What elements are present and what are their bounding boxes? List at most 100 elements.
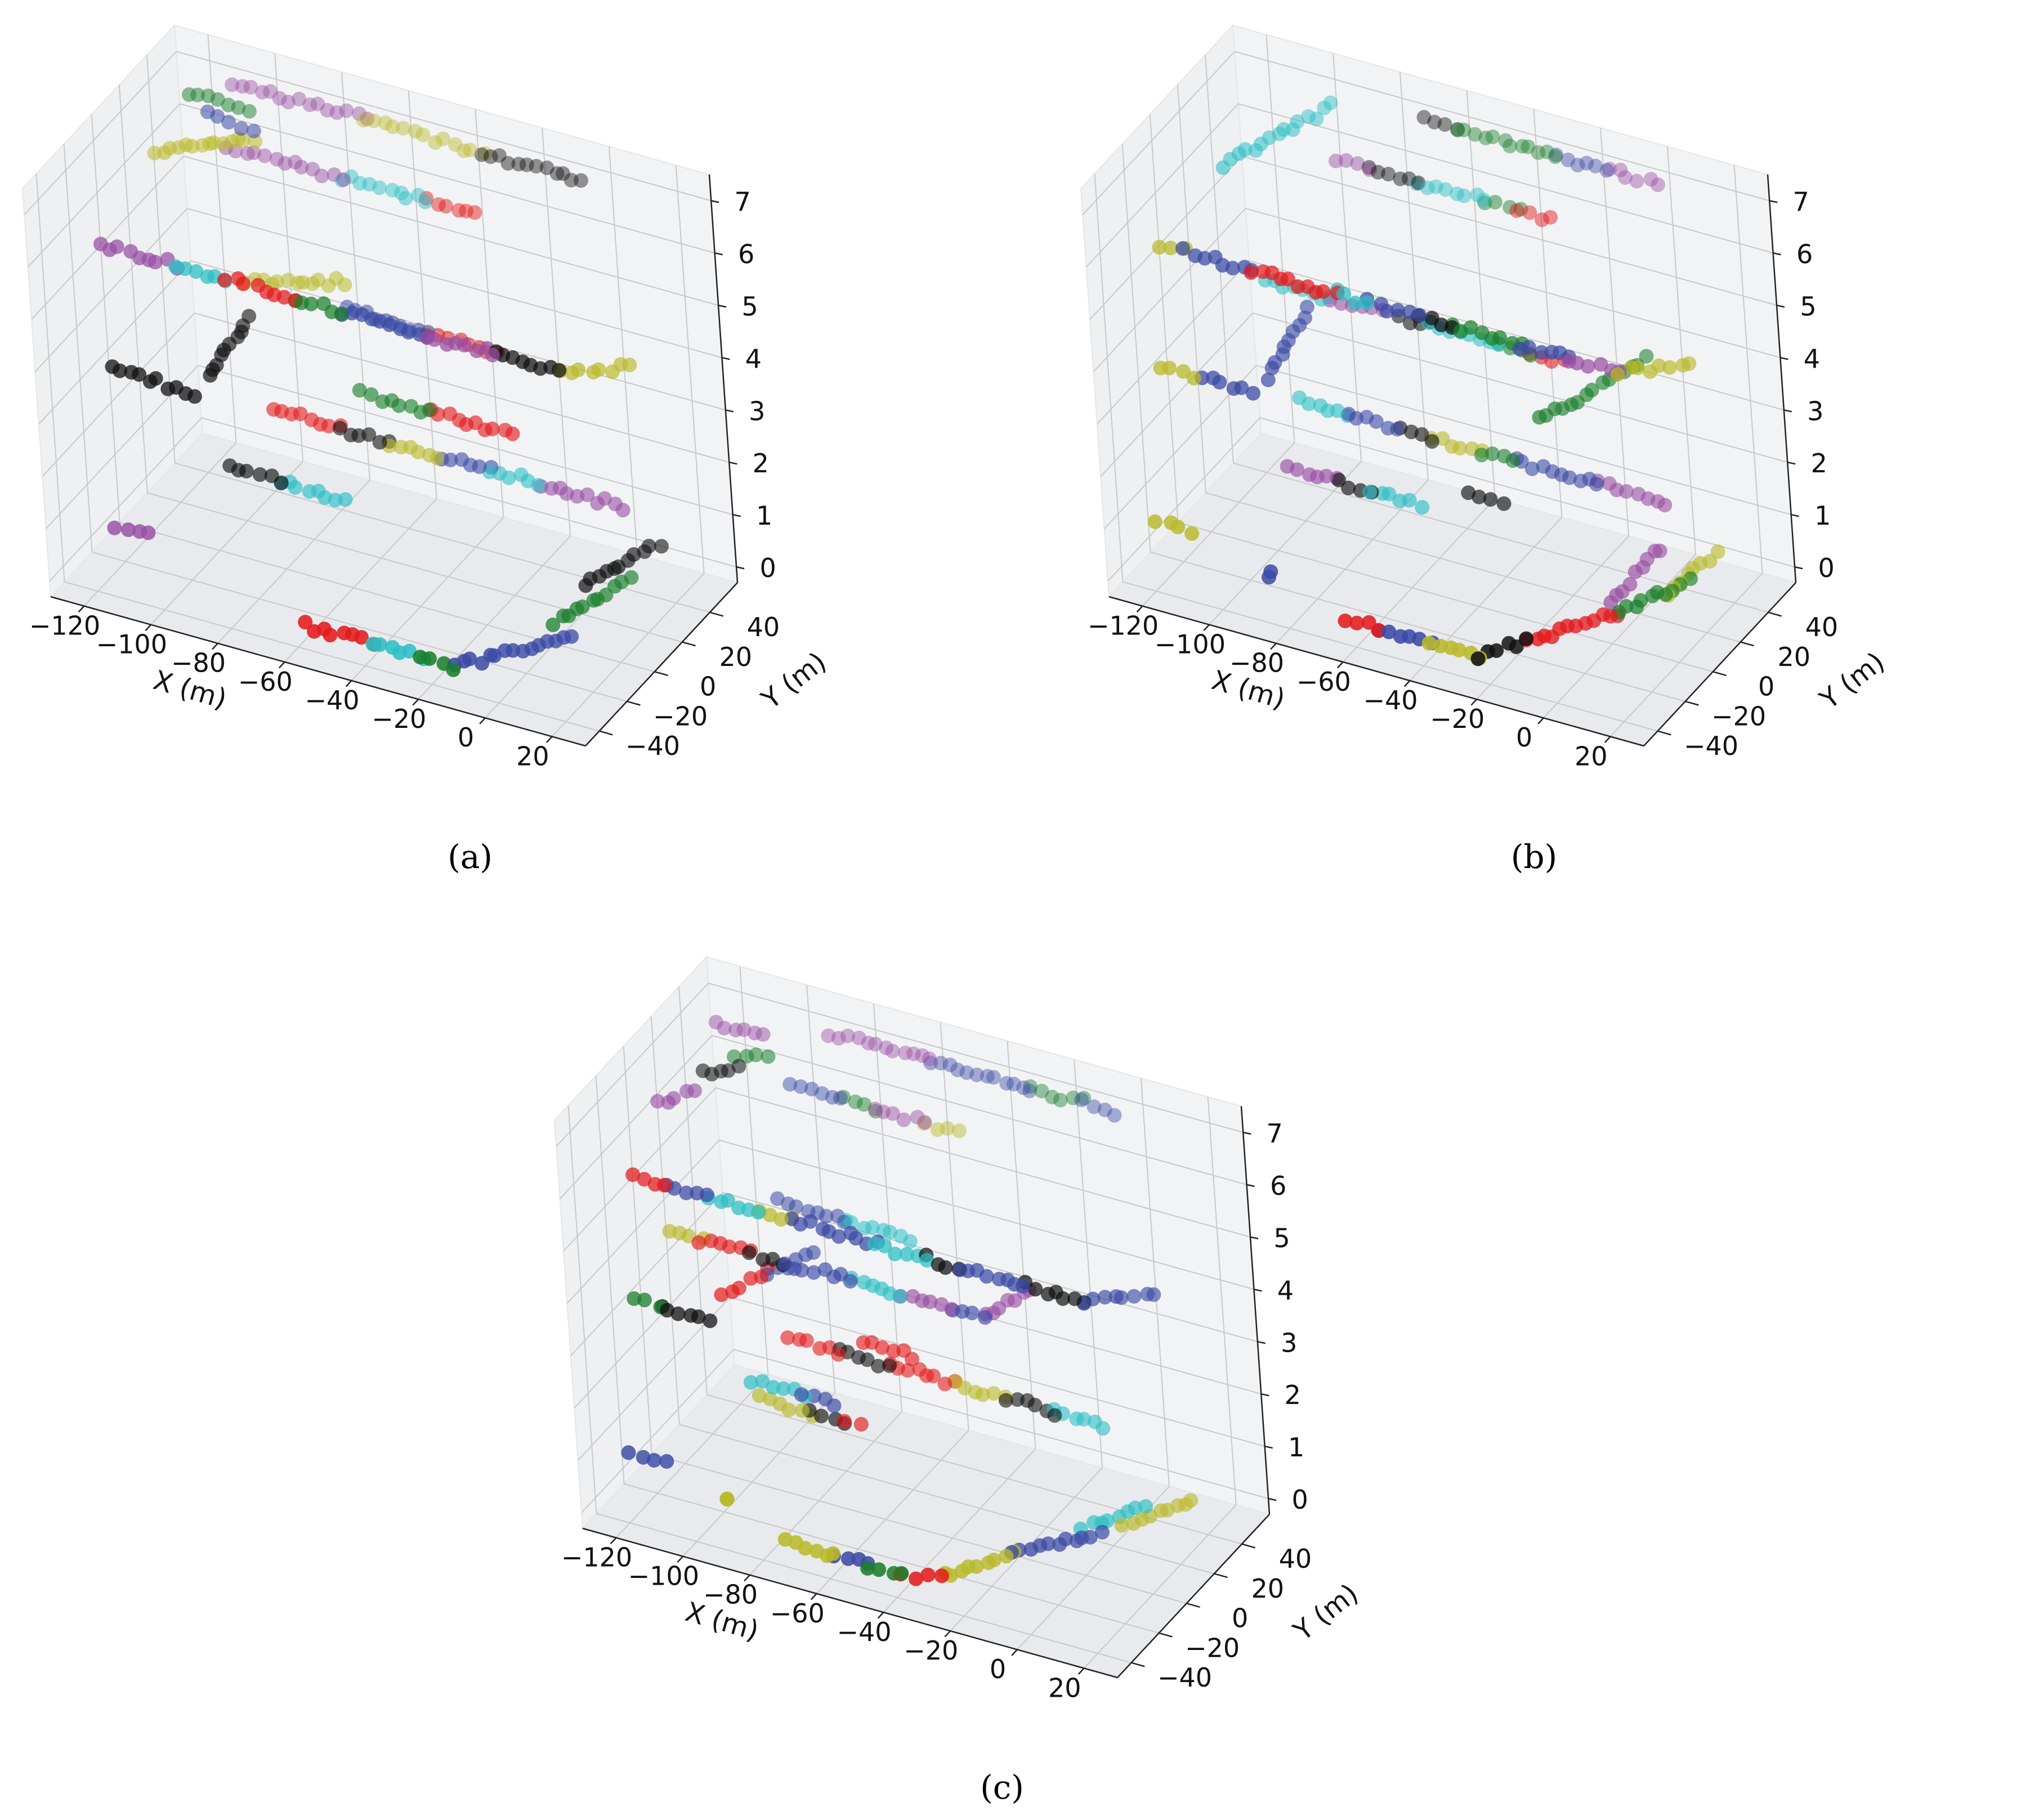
grid-line-z bbox=[187, 208, 722, 359]
data-point-cyan bbox=[1348, 296, 1363, 311]
data-point-purple bbox=[821, 1028, 836, 1043]
grid-line-x bbox=[816, 1430, 969, 1594]
data-point-green bbox=[1639, 348, 1654, 364]
data-point-black bbox=[574, 173, 588, 188]
x-tick-mark bbox=[1011, 1649, 1018, 1656]
data-point-purple bbox=[915, 1048, 930, 1063]
z-tick-label: 7 bbox=[735, 187, 751, 217]
grid-line-z bbox=[1253, 312, 1788, 463]
panel-label-b: (b) bbox=[1511, 838, 1557, 876]
x-tick-mark bbox=[345, 680, 352, 687]
data-point-black bbox=[1472, 489, 1487, 504]
data-point-black bbox=[556, 166, 570, 181]
panel-label-a: (a) bbox=[448, 838, 493, 876]
grid-line-y bbox=[596, 1513, 1132, 1664]
data-point-purple bbox=[147, 254, 163, 270]
grid-line-z bbox=[183, 155, 719, 306]
data-point-yellow bbox=[356, 113, 371, 128]
data-point-red bbox=[459, 417, 474, 432]
data-point-purple bbox=[305, 162, 320, 177]
x-tick-label: −20 bbox=[1430, 704, 1485, 734]
z-tick-label: 1 bbox=[1814, 500, 1831, 531]
y-tick-mark bbox=[1131, 1662, 1145, 1667]
data-point-purple bbox=[831, 1031, 846, 1046]
data-point-red bbox=[451, 203, 467, 218]
x-tick-label: −60 bbox=[1296, 667, 1351, 697]
data-point-green bbox=[860, 1560, 875, 1576]
data-point-black bbox=[1040, 1286, 1056, 1302]
data-point-yellow bbox=[378, 115, 393, 131]
data-point-blue bbox=[1069, 1533, 1084, 1549]
data-point-black bbox=[148, 371, 163, 386]
data-point-black bbox=[361, 427, 377, 442]
data-point-blue bbox=[1524, 461, 1540, 476]
data-point-yellow bbox=[269, 274, 284, 289]
data-point-green bbox=[1456, 122, 1472, 137]
data-point-yellow bbox=[954, 1564, 969, 1578]
data-point-blue bbox=[1369, 414, 1384, 429]
data-point-yellow bbox=[820, 1548, 834, 1563]
data-point-black bbox=[1416, 110, 1432, 125]
data-point-blue bbox=[472, 459, 487, 474]
data-point-blue bbox=[1262, 570, 1276, 585]
data-point-green bbox=[1505, 453, 1521, 468]
data-point-blue bbox=[1264, 360, 1280, 375]
data-point-cyan bbox=[398, 191, 413, 206]
grid-line-x bbox=[418, 535, 571, 700]
data-point-purple bbox=[288, 154, 303, 169]
data-point-red bbox=[637, 1171, 652, 1187]
data-point-purple bbox=[469, 343, 484, 359]
data-point-black bbox=[203, 368, 218, 383]
data-point-blue bbox=[794, 1263, 810, 1278]
y-tick-mark bbox=[1768, 611, 1782, 617]
z-tick-label: 4 bbox=[745, 343, 762, 374]
data-point-purple bbox=[840, 1028, 855, 1044]
grid-line-z bbox=[24, 51, 177, 216]
data-point-purple bbox=[278, 156, 293, 171]
data-point-black bbox=[1010, 1392, 1025, 1407]
data-point-black bbox=[511, 156, 526, 172]
data-point-cyan bbox=[900, 1247, 914, 1262]
z-tick-mark bbox=[1783, 409, 1792, 413]
z-tick-label: 0 bbox=[1818, 553, 1834, 583]
data-point-purple bbox=[922, 1051, 937, 1066]
data-point-black bbox=[998, 1393, 1013, 1408]
data-point-red bbox=[298, 615, 313, 630]
data-point-yellow bbox=[280, 272, 296, 288]
data-point-red bbox=[251, 278, 266, 293]
data-point-green bbox=[761, 1049, 776, 1064]
data-point-green bbox=[1023, 1079, 1038, 1094]
grid-line-z bbox=[42, 312, 195, 477]
data-point-blue bbox=[977, 1310, 992, 1325]
data-point-red bbox=[934, 1568, 949, 1584]
y-tick-label: 20 bbox=[719, 642, 753, 672]
data-point-red bbox=[505, 426, 520, 441]
grid-line-z bbox=[49, 417, 202, 582]
z-tick-label: 4 bbox=[1804, 343, 1820, 374]
data-point-red bbox=[1280, 271, 1295, 287]
z-tick-label: 1 bbox=[756, 500, 772, 531]
data-point-yellow bbox=[586, 365, 601, 380]
data-point-black bbox=[691, 1309, 706, 1324]
data-point-purple bbox=[910, 1110, 925, 1125]
x-tick-label: −60 bbox=[238, 667, 293, 697]
data-point-cyan bbox=[766, 1380, 781, 1395]
data-point-cyan bbox=[384, 182, 400, 198]
data-point-purple bbox=[1290, 462, 1304, 477]
data-point-purple bbox=[915, 1293, 930, 1308]
data-point-green bbox=[1548, 149, 1563, 164]
data-point-black bbox=[515, 354, 530, 369]
data-point-blue bbox=[1390, 422, 1405, 437]
data-point-blue bbox=[959, 1065, 974, 1080]
data-point-yellow bbox=[408, 124, 423, 139]
data-point-red bbox=[837, 1414, 852, 1429]
z-tick-mark bbox=[718, 305, 727, 308]
x-tick-label: −120 bbox=[29, 611, 100, 641]
y-tick-mark bbox=[1685, 700, 1699, 706]
data-point-purple bbox=[329, 105, 345, 120]
data-point-green bbox=[242, 104, 257, 119]
data-point-black bbox=[654, 539, 669, 554]
z-tick-mark bbox=[1250, 1236, 1259, 1240]
